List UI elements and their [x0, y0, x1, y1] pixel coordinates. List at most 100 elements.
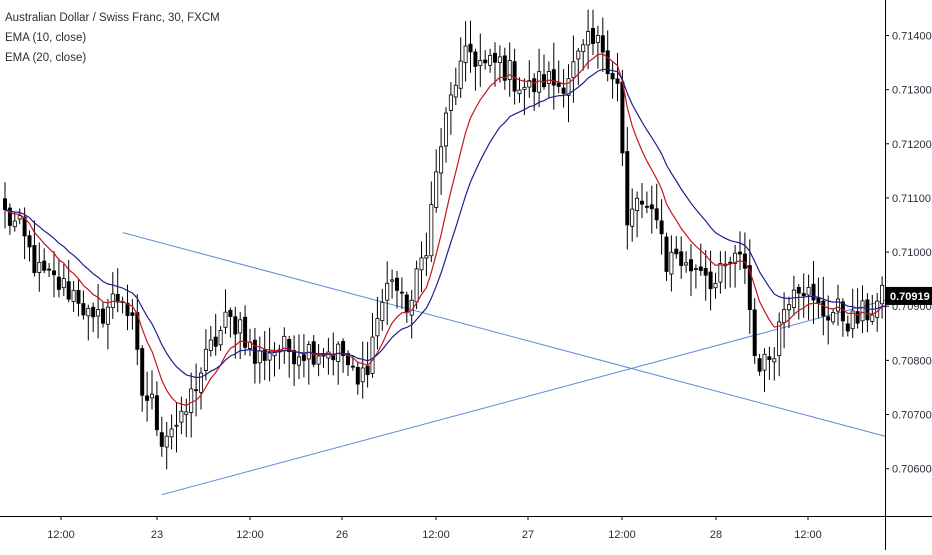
candle-body	[488, 54, 493, 66]
candle-body	[76, 289, 81, 304]
candle	[385, 261, 390, 326]
candle	[468, 20, 473, 73]
candle-body	[845, 323, 850, 332]
candle	[733, 244, 738, 288]
candles	[3, 9, 890, 470]
candle	[845, 315, 850, 337]
candle-body	[350, 365, 355, 368]
candle-body	[728, 261, 733, 264]
candle-body	[203, 348, 208, 371]
candle	[532, 73, 537, 111]
candle-body	[414, 268, 419, 303]
ema-20-line	[4, 68, 888, 379]
candle	[66, 260, 71, 303]
candle-body	[522, 87, 527, 90]
time-tick-label: 12:00	[608, 529, 636, 541]
candle	[262, 331, 267, 381]
candle	[115, 268, 120, 313]
ema-10-label: EMA (10, close)	[5, 32, 87, 44]
candle	[91, 302, 96, 333]
candle-body	[801, 293, 806, 297]
candle	[718, 251, 723, 294]
candle	[649, 185, 654, 234]
trendlines	[122, 232, 888, 496]
candle	[164, 422, 169, 470]
trendline-1	[122, 232, 888, 438]
candle-body	[649, 204, 654, 210]
candle	[355, 361, 360, 395]
candle	[669, 235, 674, 292]
candle	[640, 182, 645, 219]
candle	[228, 307, 233, 338]
candle	[130, 299, 135, 330]
candle-body	[81, 303, 86, 316]
candle	[174, 402, 179, 453]
time-axis-bg	[0, 516, 932, 550]
candle	[390, 269, 395, 299]
price-tick-label: 0.71100	[892, 193, 931, 205]
candle-body	[497, 56, 502, 64]
price-tick-label: 0.70700	[892, 410, 932, 422]
candle-body	[473, 51, 478, 67]
last-price-label: 0.70919	[890, 291, 930, 303]
candle	[551, 42, 556, 110]
candle-body	[791, 289, 796, 308]
candle-body	[738, 251, 743, 255]
candle	[404, 291, 409, 323]
candle-body	[27, 235, 32, 248]
candle	[81, 290, 86, 320]
candle-body	[360, 367, 365, 383]
candle-body	[149, 393, 154, 399]
candle-body	[135, 312, 140, 350]
candle	[159, 416, 164, 457]
candle	[591, 9, 596, 55]
candle	[292, 335, 297, 386]
candle	[32, 220, 37, 277]
candle	[287, 335, 292, 378]
candle-body	[821, 300, 826, 317]
candle	[507, 42, 512, 97]
price-tick-label: 0.71200	[892, 139, 932, 151]
candle	[252, 327, 257, 384]
candle	[458, 37, 463, 98]
candle	[561, 69, 566, 108]
candle-body	[439, 146, 444, 174]
candle	[96, 283, 101, 339]
candle-body	[816, 297, 821, 304]
price-tick-label: 0.71300	[892, 85, 932, 97]
candle	[27, 230, 32, 262]
candle-body	[365, 365, 370, 376]
candle-body	[836, 298, 841, 312]
candle-body	[865, 299, 870, 321]
candle-body	[257, 350, 262, 364]
candle-body	[238, 319, 243, 334]
candle	[37, 242, 42, 292]
candle-body	[424, 255, 429, 259]
candle-body	[782, 309, 787, 323]
candle-body	[145, 395, 150, 401]
candle-body	[252, 339, 257, 364]
price-tick-label: 0.70800	[892, 355, 932, 367]
candle-body	[757, 358, 762, 372]
candle	[684, 251, 689, 273]
candle	[713, 272, 718, 299]
candle	[399, 277, 404, 309]
chart-title: Australian Dollar / Swiss Franc, 30, FXC…	[5, 12, 220, 24]
candle-body	[61, 278, 66, 289]
candle-body	[22, 216, 27, 237]
candle	[576, 48, 581, 86]
candle-body	[777, 321, 782, 356]
chart-legend: Australian Dollar / Swiss Franc, 30, FXC…	[5, 8, 220, 68]
candle	[762, 348, 767, 393]
candle	[625, 127, 630, 250]
candle	[7, 203, 12, 235]
candle	[600, 17, 605, 72]
candle	[483, 50, 488, 70]
candle-body	[179, 410, 184, 423]
candle	[752, 298, 757, 365]
candle-body	[296, 356, 301, 366]
candle	[179, 396, 184, 435]
candle	[453, 67, 458, 106]
candle-body	[380, 301, 385, 321]
